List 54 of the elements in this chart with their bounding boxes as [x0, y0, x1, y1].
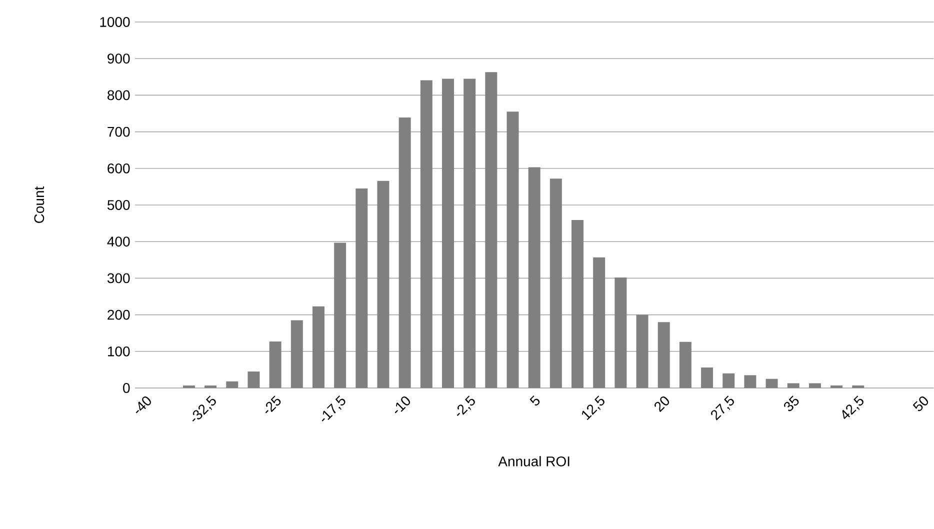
bar — [312, 306, 324, 388]
bar — [248, 372, 260, 388]
x-axis-title: Annual ROI — [498, 456, 570, 466]
bar — [722, 373, 735, 388]
y-tick-label: 100 — [108, 346, 130, 356]
y-tick-label: 500 — [108, 200, 130, 210]
x-tick-label: -25 — [265, 396, 281, 414]
bar — [679, 342, 692, 388]
x-tick-label: -40 — [136, 396, 151, 414]
x-tick-label: -10 — [394, 396, 410, 414]
x-tick-label: -2,5 — [456, 396, 475, 416]
y-tick-label: 800 — [108, 90, 130, 100]
bar — [485, 72, 498, 388]
bar — [377, 180, 390, 388]
x-tick-label: 42,5 — [842, 396, 864, 420]
bar — [204, 385, 217, 388]
bar — [528, 167, 540, 388]
y-tick-label: 200 — [108, 310, 130, 320]
bar — [614, 277, 627, 388]
y-tick-label: 1000 — [100, 17, 130, 27]
bar — [420, 80, 432, 388]
bar — [852, 385, 864, 388]
bar — [658, 322, 670, 388]
bar — [593, 257, 606, 388]
y-axis-title: Count — [34, 186, 44, 223]
bar — [787, 383, 800, 388]
y-tick-label: 700 — [108, 126, 130, 137]
bar — [830, 385, 843, 388]
bar — [550, 178, 562, 388]
x-tick-label: 20 — [654, 396, 670, 412]
x-tick-label: 35 — [784, 396, 799, 412]
bar — [636, 314, 648, 388]
x-tick-label: 5 — [530, 396, 540, 406]
y-tick-label: 600 — [108, 163, 130, 174]
bar — [442, 78, 454, 388]
y-tick-label: 900 — [108, 54, 130, 64]
bar — [464, 78, 476, 388]
y-tick-label: 400 — [107, 236, 130, 247]
bar — [398, 118, 411, 388]
bar — [182, 385, 195, 388]
bar — [572, 220, 584, 388]
bar — [334, 242, 346, 388]
bar — [226, 381, 238, 388]
bar — [290, 320, 303, 388]
bar — [356, 188, 368, 388]
bar — [744, 375, 756, 388]
bar — [808, 383, 821, 388]
y-tick-label: 0 — [123, 383, 130, 393]
bar — [701, 368, 714, 388]
x-tick-label: 50 — [912, 396, 928, 412]
bar — [269, 342, 282, 388]
bar — [766, 378, 778, 388]
y-tick-label: 300 — [107, 273, 130, 284]
bar — [506, 112, 519, 388]
